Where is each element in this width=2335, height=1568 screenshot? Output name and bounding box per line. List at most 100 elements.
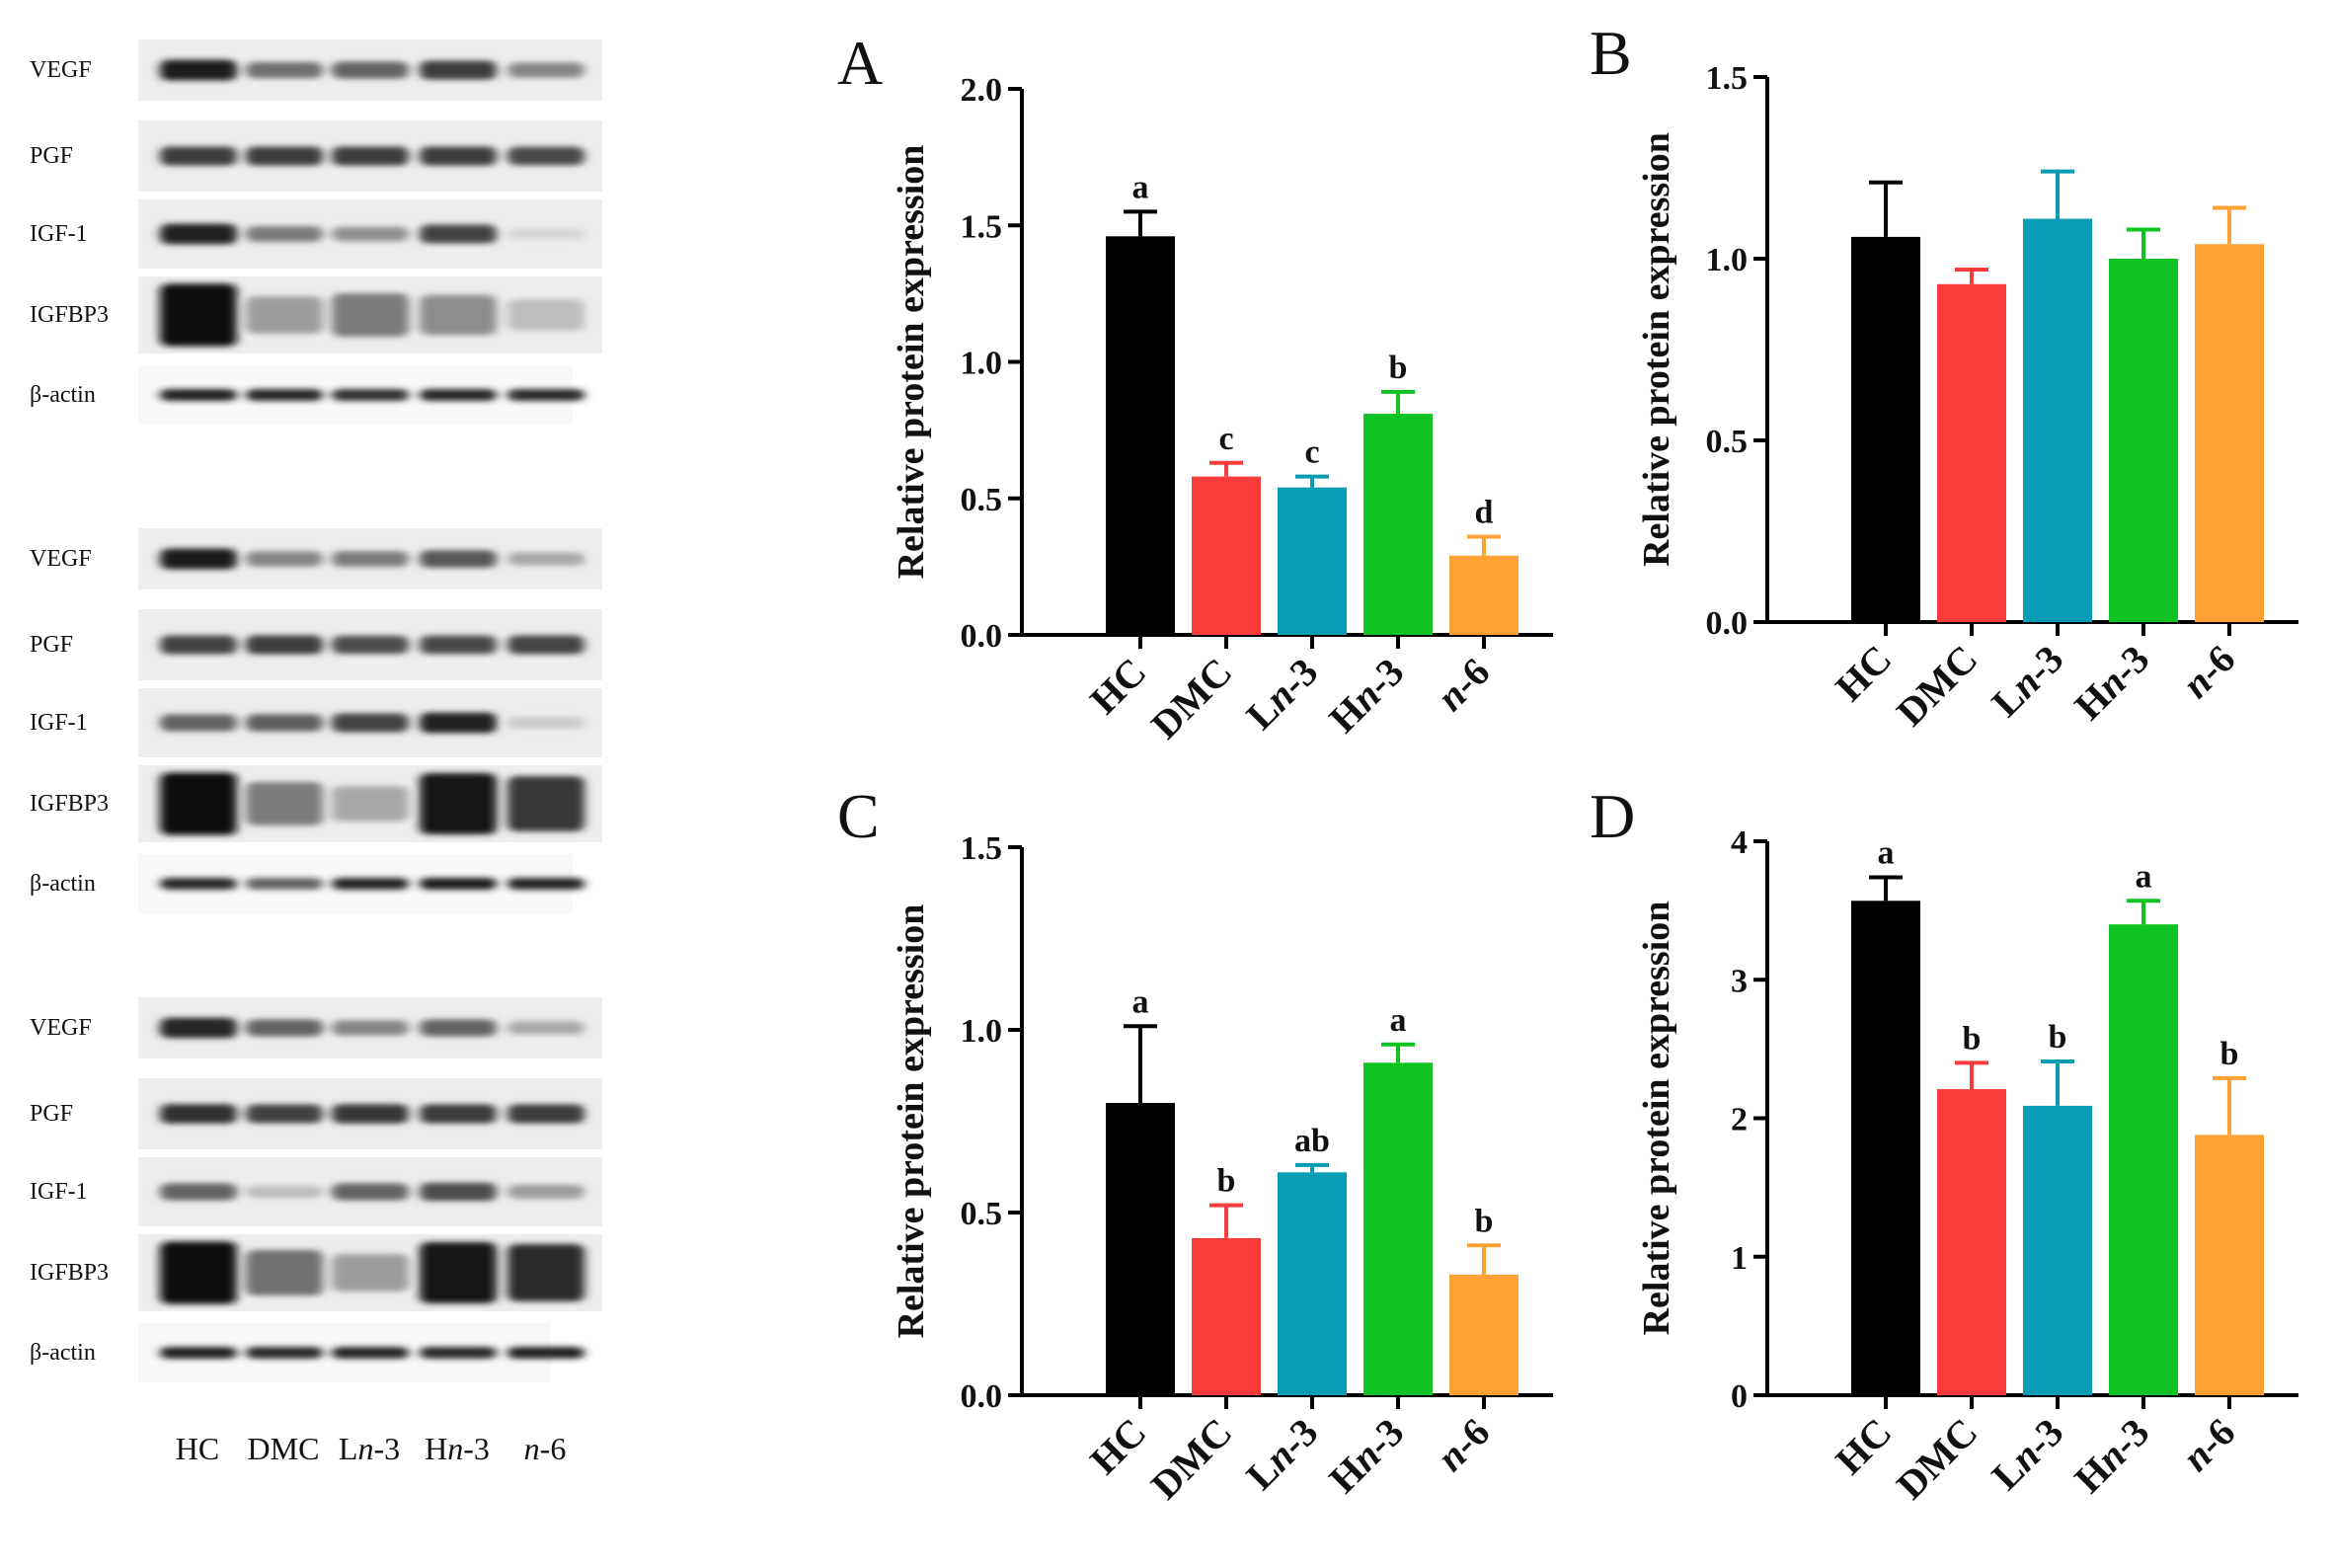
blot-band [246, 296, 323, 334]
blot-band [420, 224, 497, 244]
blot-band [332, 1254, 409, 1292]
blot-band [507, 1021, 584, 1035]
blot-band [420, 146, 497, 166]
bar [2109, 259, 2178, 622]
y-tick-label: 0.5 [1706, 424, 1749, 460]
blot-band [160, 1241, 237, 1304]
blot-band [332, 61, 409, 79]
blot-band [420, 550, 497, 568]
blot-band [246, 1250, 323, 1295]
y-tick-label: 1 [1731, 1240, 1748, 1277]
x-tick-label: HC [1827, 1410, 1900, 1483]
chart-panel-D: D 0 1 2 3 4 Relative protein expression a HC b DMC… [1590, 781, 2298, 1508]
significance-letter: b [1963, 1020, 1982, 1057]
blot-row: VEGF [30, 39, 602, 101]
blot-band [246, 782, 323, 825]
blot-band [420, 635, 497, 655]
bar [1363, 1062, 1433, 1395]
bar [1192, 476, 1261, 635]
blot-band [160, 389, 237, 401]
blot-band [507, 1184, 584, 1200]
blot-row: IGF-1 [30, 1157, 602, 1226]
y-axis-label: Relative protein expression [1636, 132, 1677, 567]
significance-letter: b [2049, 1019, 2067, 1056]
blot-band [332, 293, 409, 337]
y-tick-label: 3 [1731, 963, 1748, 999]
x-tick-label: Ln-3 [1983, 637, 2071, 726]
blot-band [507, 635, 584, 655]
significance-letter: a [1132, 983, 1149, 1020]
blot-row: VEGF [30, 528, 602, 589]
blot-band [246, 61, 323, 79]
y-axis-label: Relative protein expression [891, 904, 932, 1339]
significance-letter: c [1218, 421, 1233, 457]
blot-band [507, 552, 584, 566]
blot-band [420, 712, 497, 734]
blot-row: IGF-1 [30, 688, 602, 757]
blot-band [160, 223, 237, 245]
blot-row-label: VEGF [30, 546, 92, 572]
bar [1278, 1172, 1347, 1395]
blot-panel-2: VEGF PGF IGF-1 IGFBP3 β-actin [30, 528, 602, 913]
blot-band [507, 878, 584, 890]
significance-letter: b [1389, 350, 1408, 386]
blot-lane-labels: HC DMC Ln-3 Hn-3 n-6 [176, 1431, 567, 1466]
blot-band [160, 1183, 237, 1201]
blot-band [420, 1104, 497, 1124]
x-tick-label: n-6 [2173, 1410, 2243, 1480]
x-tick-label: DMC [1888, 1410, 1985, 1508]
significance-letter: c [1304, 434, 1319, 471]
x-tick-label: Hn-3 [1320, 1410, 1412, 1502]
bar [2195, 1135, 2264, 1395]
bar [2109, 924, 2178, 1395]
y-tick-label: 0.0 [961, 1378, 1003, 1415]
significance-letter: b [1475, 1203, 1494, 1239]
y-tick-label: 1.5 [1706, 60, 1749, 97]
blot-band [160, 1347, 237, 1359]
chart-panel-C: C 0.0 0.5 1.0 1.5 Relative protein expression… [837, 781, 1553, 1508]
blot-band [507, 228, 584, 240]
blot-lane-label: DMC [248, 1431, 320, 1466]
y-tick-label: 1.0 [961, 346, 1003, 382]
blot-band [507, 62, 584, 78]
bar [1937, 283, 2006, 622]
blot-band [246, 1019, 323, 1037]
blot-band [332, 551, 409, 567]
blot-band [420, 878, 497, 890]
blot-panel-3: VEGF PGF IGF-1 IGFBP3 β-actin [30, 997, 602, 1382]
blot-row-label: PGF [30, 1101, 73, 1127]
blot-row-label: β-actin [30, 1340, 96, 1366]
blot-lane-label: Hn-3 [425, 1431, 490, 1466]
blot-row: IGFBP3 [30, 765, 602, 842]
x-tick-label: n-6 [2173, 637, 2243, 707]
bar [1449, 1274, 1518, 1395]
blot-band [507, 146, 584, 166]
y-axis-label: Relative protein expression [891, 145, 932, 580]
blot-band [160, 548, 237, 570]
y-tick-label: 4 [1731, 824, 1748, 861]
y-tick-label: 2.0 [961, 72, 1003, 109]
blot-band [420, 1182, 497, 1202]
significance-letter: b [1217, 1163, 1236, 1200]
significance-letter: a [1132, 169, 1149, 205]
blot-row-label: IGF-1 [30, 1179, 88, 1205]
blot-row-label: β-actin [30, 871, 96, 897]
bar [1851, 901, 1920, 1395]
significance-letter: a [1390, 1002, 1407, 1039]
y-tick-label: 2 [1731, 1102, 1748, 1138]
x-tick-label: Hn-3 [2065, 1410, 2157, 1502]
blot-row-label: IGFBP3 [30, 791, 109, 817]
blot-band [507, 389, 584, 401]
blot-panel-1: VEGF PGF IGF-1 IGFBP3 β-actin [30, 39, 602, 425]
x-tick-label: Hn-3 [1320, 650, 1412, 742]
blot-band [246, 878, 323, 890]
blot-band [332, 1104, 409, 1124]
x-tick-label: HC [1827, 637, 1900, 710]
bar [1106, 236, 1175, 635]
bar [2023, 1105, 2092, 1395]
blot-band [332, 1347, 409, 1359]
panel-letter: B [1590, 18, 1632, 88]
bar [1449, 555, 1518, 635]
blot-band [160, 772, 237, 835]
